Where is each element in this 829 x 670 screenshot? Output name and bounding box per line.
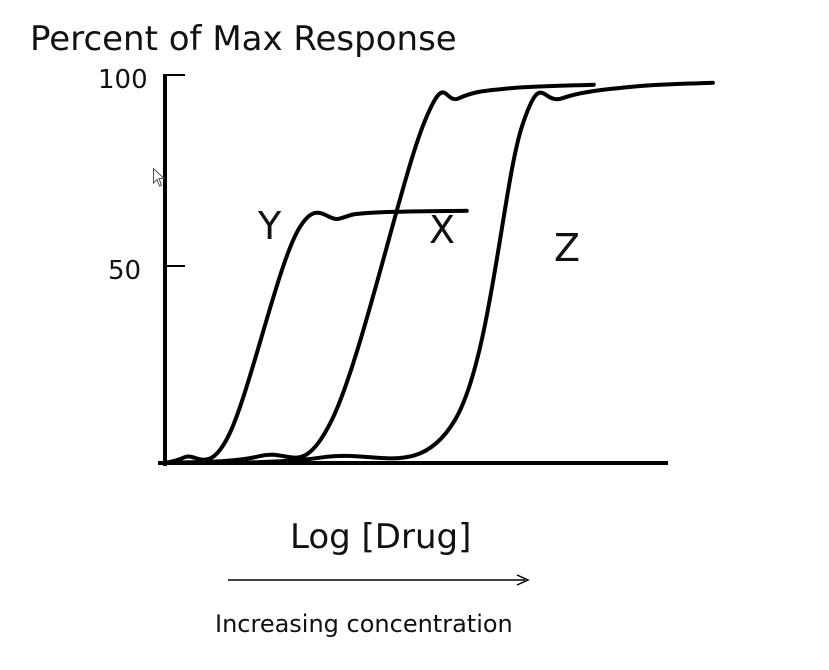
- mouse-pointer-icon: [153, 168, 165, 187]
- arrow-caption: Increasing concentration: [215, 610, 513, 638]
- y-tick-label-50: 50: [108, 256, 141, 286]
- series-label-x: X: [429, 208, 455, 252]
- x-axis-label: Log [Drug]: [290, 517, 471, 557]
- series-label-z: Z: [554, 226, 580, 270]
- series-label-y: Y: [257, 204, 282, 248]
- curve-group: [163, 80, 715, 465]
- curve-z: [163, 80, 715, 465]
- curve-y: [163, 208, 469, 465]
- y-axis-label: Percent of Max Response: [30, 19, 457, 59]
- increasing-arrow-head: [516, 574, 530, 586]
- y-tick-label-100: 100: [98, 65, 148, 95]
- curve-x: [163, 82, 596, 465]
